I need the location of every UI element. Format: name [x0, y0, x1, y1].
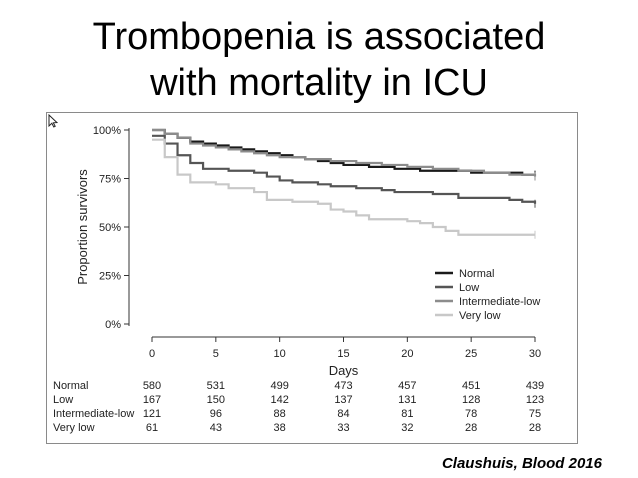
risk-table-cell: 473	[334, 380, 352, 392]
risk-table-cell: 88	[274, 408, 286, 420]
y-tick-label: 100%	[93, 125, 121, 137]
risk-table-cell: 150	[207, 394, 225, 406]
series-very-low-curve	[152, 138, 535, 236]
x-tick-label: 30	[529, 348, 541, 360]
slide-title: Trombopenia is associated with mortality…	[0, 14, 638, 106]
risk-table-row-label: Low	[53, 394, 73, 406]
risk-table-cell: 38	[274, 422, 286, 434]
risk-table-cell: 123	[526, 394, 544, 406]
legend-entry: Very low	[459, 310, 501, 322]
series-intermediate-low-curve	[152, 128, 537, 177]
slide-title-line-1: Trombopenia is associated	[92, 16, 546, 58]
survival-figure: 0% 25% 50% 75% 100% 0 5 10 15 20 25 30 Days Proportio…	[46, 112, 578, 444]
risk-table-cell: 531	[207, 380, 225, 392]
risk-table-cell: 32	[401, 422, 413, 434]
risk-table-cell: 128	[462, 394, 480, 406]
risk-table-cell: 81	[401, 408, 413, 420]
risk-table-cell: 96	[210, 408, 222, 420]
y-tick-label: 75%	[99, 174, 121, 186]
risk-table-row-label: Intermediate-low	[53, 408, 134, 420]
risk-table-cell: 28	[465, 422, 477, 434]
y-tick-label: 25%	[99, 271, 121, 283]
risk-table-cell: 439	[526, 380, 544, 392]
series-low-curve	[152, 134, 537, 204]
risk-table-cell: 499	[270, 380, 288, 392]
risk-table-cell: 61	[146, 422, 158, 434]
risk-table-cell: 78	[465, 408, 477, 420]
x-tick-label: 5	[213, 348, 219, 360]
x-tick-label: 25	[465, 348, 477, 360]
slide-title-line-2: with mortality in ICU	[150, 62, 488, 104]
risk-table-cell: 33	[337, 422, 349, 434]
y-tick-label: 0%	[105, 319, 121, 331]
risk-table-cell: 451	[462, 380, 480, 392]
risk-table-cell: 75	[529, 408, 541, 420]
risk-table-cell: 137	[334, 394, 352, 406]
mouse-pointer-icon	[48, 114, 58, 128]
legend-entry: Low	[459, 282, 479, 294]
y-tick-label: 50%	[99, 222, 121, 234]
risk-table-cell: 457	[398, 380, 416, 392]
risk-table-cell: 167	[143, 394, 161, 406]
risk-table-cell: 84	[337, 408, 349, 420]
legend-entry: Normal	[459, 268, 494, 280]
risk-table-cell: 28	[529, 422, 541, 434]
risk-table-cell: 580	[143, 380, 161, 392]
y-axis-label: Proportion survivors	[75, 169, 90, 285]
risk-table-cell: 131	[398, 394, 416, 406]
risk-table-row-label: Normal	[53, 380, 88, 392]
x-tick-label: 15	[337, 348, 349, 360]
risk-table-cell: 43	[210, 422, 222, 434]
citation: Claushuis, Blood 2016	[441, 455, 602, 472]
x-tick-label: 10	[274, 348, 286, 360]
risk-table-cell: 142	[270, 394, 288, 406]
x-tick-label: 20	[401, 348, 413, 360]
risk-table-cell: 121	[143, 408, 161, 420]
x-tick-label: 0	[149, 348, 155, 360]
x-axis-label: Days	[329, 363, 359, 378]
legend-entry: Intermediate-low	[459, 296, 540, 308]
kaplan-meier-chart: 0% 25% 50% 75% 100% 0 5 10 15 20 25 30 Days Proportio…	[53, 125, 544, 434]
risk-table-row-label: Very low	[53, 422, 95, 434]
